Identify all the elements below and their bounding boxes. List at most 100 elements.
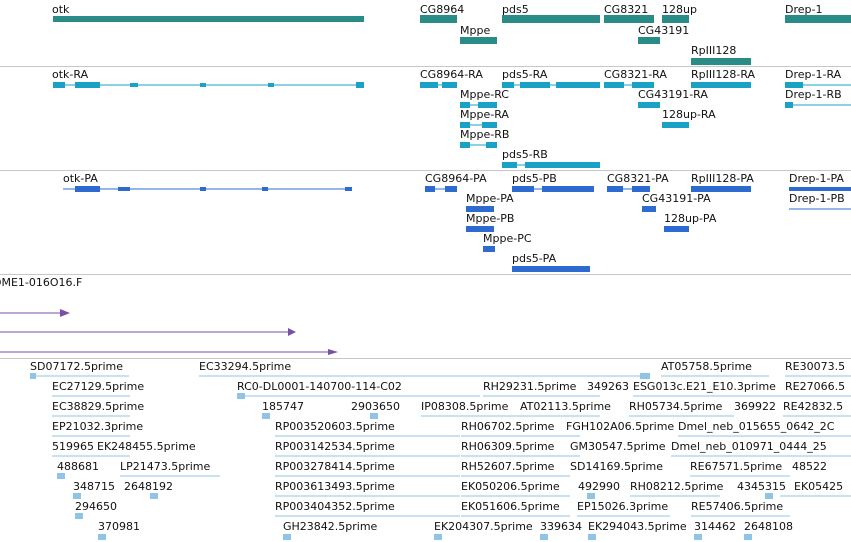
gene-CG43191[interactable]	[638, 37, 660, 44]
gene-pds5[interactable]	[502, 15, 600, 23]
est-label: EC38829.5prime	[52, 400, 145, 413]
gene-RpIII128[interactable]	[691, 58, 751, 65]
gene-label-cg8964: CG8964	[420, 3, 465, 16]
est-label: EK05425	[794, 480, 844, 493]
est-label: EC33294.5prime	[199, 360, 292, 373]
est-label: Dmel_neb_010971_0444_25	[671, 440, 827, 453]
track-separator	[0, 274, 851, 275]
transcript-label: 128up-RA	[662, 108, 716, 121]
est-label: RP003142534.5prime	[275, 440, 395, 453]
est-label: EK051606.5prime	[461, 500, 560, 513]
clone-label: DME1-016O16.F	[0, 276, 83, 289]
est-label: 370981	[98, 520, 140, 533]
est-label: 2648108	[744, 520, 793, 533]
est-label: RE30073.5	[785, 360, 846, 373]
protein-label: RpIII128-PA	[691, 172, 754, 185]
gene-label-cg8321: CG8321	[604, 3, 649, 16]
gene-otk[interactable]	[53, 16, 364, 22]
est-label: RH29231.5prime	[483, 380, 577, 393]
transcript-label: Mppe-RB	[460, 128, 510, 141]
est-label: GM30547.5prime	[570, 440, 666, 453]
protein-label: Mppe-PA	[466, 192, 514, 205]
est-label: EK248455.5prime	[97, 440, 196, 453]
protein-label: CG8321-PA	[607, 172, 669, 185]
est-label: EK294043.5prime	[588, 520, 687, 533]
transcript-label: pds5-RB	[502, 148, 548, 161]
est-label: RH05734.5prime	[629, 400, 723, 413]
est-label: EP15026.3prime	[577, 500, 669, 513]
transcript-label: CG8321-RA	[604, 68, 667, 81]
transcript-label: CG8964-RA	[420, 68, 483, 81]
protein-label: Mppe-PB	[466, 212, 515, 225]
transcript-label: Drep-1-RA	[785, 68, 842, 81]
gene-Drep-1[interactable]	[785, 15, 851, 23]
track-separator	[0, 358, 851, 359]
protein-label: otk-PA	[63, 172, 98, 185]
est-label: SD07172.5prime	[30, 360, 123, 373]
transcript-track-pa: otk-PA CG8964-PA pds5-PB CG8321-PA RpIII…	[0, 171, 851, 274]
est-track: SD07172.5prime EC33294.5prime AT05758.5p…	[0, 359, 851, 542]
est-label: 519965	[52, 440, 94, 453]
est-label: 185747	[262, 400, 304, 413]
est-label: 369922	[734, 400, 776, 413]
gene-label-cg43191: CG43191	[638, 24, 690, 37]
est-label: 488681	[57, 460, 99, 473]
gene-Mppe[interactable]	[460, 37, 497, 44]
est-label: 2648192	[124, 480, 173, 493]
est-label: ESG013c.E21_E10.3prime	[633, 380, 776, 393]
est-label: EK050206.5prime	[461, 480, 560, 493]
est-label: 492990	[578, 480, 620, 493]
est-label: RE57406.5prime	[691, 500, 784, 513]
clone-track: DME1-016O16.F	[0, 275, 851, 358]
gene-label-mppe: Mppe	[460, 24, 491, 37]
gene-glyphs	[53, 15, 851, 65]
gene-label-drep-1: Drep-1	[785, 3, 823, 16]
gene-label-pds5: pds5	[502, 3, 529, 16]
transcript-track-ra: otk-RA CG8964-RA pds5-RA CG8321-RA RpIII…	[0, 67, 851, 170]
est-label: RC0-DL0001-140700-114-C02	[237, 380, 402, 393]
est-label: GH23842.5prime	[283, 520, 378, 533]
gene-track: otk CG8964 pds5 CG8321 128up Drep-1 Mppe…	[0, 0, 851, 66]
est-label: AT02113.5prime	[520, 400, 611, 413]
est-label: RP003278414.5prime	[275, 460, 395, 473]
est-label: RP003520603.5prime	[275, 420, 395, 433]
est-label: 349263	[587, 380, 629, 393]
est-label: FGH102A06.5prime	[566, 420, 675, 433]
gene-label-otk: otk	[52, 3, 70, 16]
track-separator	[0, 170, 851, 171]
est-label: 339634	[540, 520, 582, 533]
protein-label: 128up-PA	[664, 212, 717, 225]
est-glyphs	[30, 373, 851, 540]
est-label: RH52607.5prime	[461, 460, 555, 473]
est-label: RE67571.5prime	[690, 460, 783, 473]
est-label: SD14169.5prime	[570, 460, 663, 473]
est-label: EK204307.5prime	[434, 520, 533, 533]
protein-label: CG43191-PA	[642, 192, 711, 205]
est-label: RE42832.5	[783, 400, 844, 413]
protein-label: Mppe-PC	[483, 232, 532, 245]
protein-label: Drep-1-PB	[789, 192, 845, 205]
transcript-label: Mppe-RA	[460, 108, 509, 121]
protein-label: pds5-PA	[512, 252, 557, 265]
transcript-label: CG43191-RA	[638, 88, 708, 101]
transcript-glyphs-ra	[53, 82, 851, 168]
gene-128up[interactable]	[662, 15, 689, 23]
est-label: 314462	[694, 520, 736, 533]
gene-CG8964[interactable]	[420, 15, 457, 23]
est-label: EC27129.5prime	[52, 380, 145, 393]
gene-label-128up: 128up	[662, 3, 697, 16]
gene-label-rpiii128: RpIII128	[691, 44, 737, 57]
gene-CG8321[interactable]	[604, 15, 654, 23]
est-label: AT05758.5prime	[661, 360, 752, 373]
transcript-label: Mppe-RC	[460, 88, 509, 101]
est-label: IP08308.5prime	[421, 400, 509, 413]
protein-label: CG8964-PA	[425, 172, 487, 185]
est-label: LP21473.5prime	[120, 460, 211, 473]
transcript-label: RpIII128-RA	[691, 68, 756, 81]
est-label: RH08212.5prime	[630, 480, 724, 493]
est-label: Dmel_neb_015655_0642_2C	[678, 420, 835, 433]
est-label: 294650	[75, 500, 117, 513]
clone-glyphs	[0, 309, 338, 355]
transcript-label: pds5-RA	[502, 68, 548, 81]
track-separator	[0, 66, 851, 67]
